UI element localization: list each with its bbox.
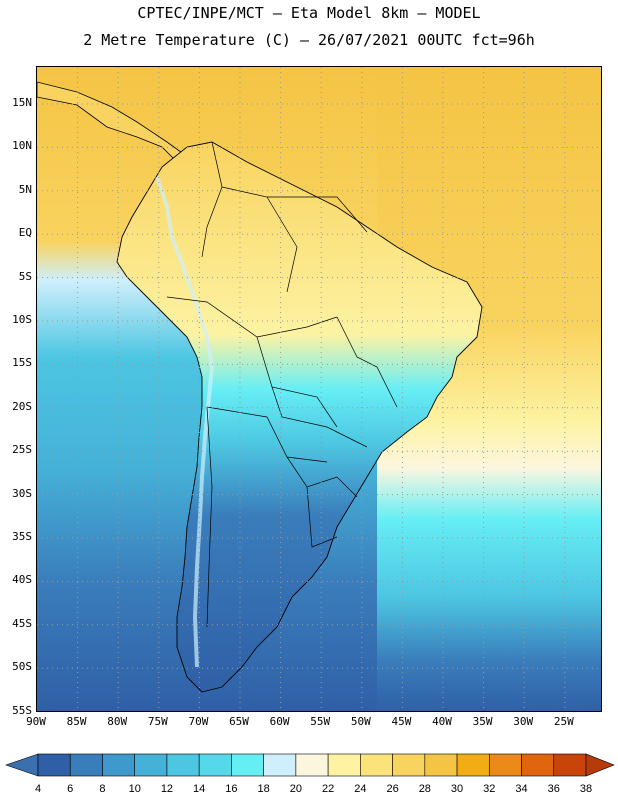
colorbar-swatch [456,753,490,777]
lon-tick-label: 90W [26,715,46,728]
lat-tick-label: 50S [12,660,32,674]
lat-tick-label: 35S [12,530,32,543]
colorbar-tick-label: 34 [515,783,528,795]
lon-tick-label: 30W [513,715,534,728]
colorbar-swatch [521,753,555,777]
colorbar-swatch [102,753,136,777]
colorbar-tick-label: 12 [160,783,174,795]
colorbar-swatch [134,753,168,777]
colorbar-swatch [488,753,522,777]
colorbar-tick-label: 16 [225,783,238,795]
south-america-continent [116,141,483,693]
colorbar-swatch [166,753,200,777]
colorbar-tick-label: 6 [67,783,74,795]
lon-tick-label: 80W [107,715,128,728]
colorbar-tick-label: 36 [547,783,560,795]
colorbar-tick-label: 18 [257,783,270,795]
colorbar-swatch [553,753,587,777]
lon-tick-label: 70W [188,715,209,728]
lat-tick-label: EQ [18,226,32,240]
lat-tick-label: 15N [12,96,32,109]
lat-tick-label: 5N [18,182,32,196]
lat-tick-label: 25S [12,443,32,457]
colorbar-swatch [295,753,329,777]
lat-tick-label: 20S [12,399,32,413]
lon-tick-label: 50W [350,715,371,728]
chart-subtitle: 2 Metre Temperature (C) – 26/07/2021 00U… [83,31,535,49]
andes-ridge [155,176,215,668]
lon-tick-label: 35W [472,715,493,728]
lon-tick-label: 65W [229,715,249,728]
colorbar-swatch [69,753,103,777]
colorbar-swatch [231,753,264,777]
colorbar-swatch [263,753,297,777]
colorbar-swatch [327,753,361,777]
colorbar-tick-label: 28 [418,783,431,795]
colorbar-swatch [37,753,71,777]
map-canvas [37,67,601,711]
colorbar-tick-label: 4 [34,783,42,795]
colorbar-tick-label: 22 [321,783,335,795]
colorbar-high-arrow [585,753,615,777]
lon-tick-label: 25W [553,715,574,728]
colorbar-tick-label: 38 [579,783,593,795]
temperature-map [36,66,602,712]
lat-tick-label: 10S [12,313,32,326]
lon-tick-label: 85W [66,715,87,728]
lat-tick-label: 15S [12,356,32,370]
colorbar-swatch [198,753,232,777]
colorbar-tick-label: 20 [289,783,302,795]
country-borders [166,141,398,628]
lon-tick-label: 75W [147,715,168,728]
colorbar-swatch [392,753,426,777]
lat-tick-label: 30S [12,486,32,500]
lon-tick-label: 55W [310,715,331,728]
colorbar-tick-label: 24 [354,783,367,795]
colorbar-swatch [424,753,458,777]
colorbar-tick-label: 8 [99,783,106,795]
colorbar-tick-label: 30 [450,783,464,795]
lon-tick-label: 60W [269,715,290,728]
lat-tick-label: 55S [12,703,32,717]
lon-tick-label: 40W [432,715,452,728]
colorbar-tick-label: 26 [386,783,399,795]
chart-title: CPTEC/INPE/MCT – Eta Model 8km – MODEL [137,4,481,22]
lat-tick-label: 40S [12,573,32,587]
colorbar-swatch [360,753,393,777]
lon-tick-label: 45W [391,715,412,728]
colorbar-tick-label: 14 [193,783,206,795]
lat-tick-label: 45S [12,616,32,630]
colorbar-tick-label: 10 [128,783,141,795]
lat-tick-label: 10N [12,139,32,153]
lat-tick-label: 5S [18,269,32,283]
colorbar-low-arrow [5,753,39,777]
colorbar-tick-label: 32 [483,783,496,795]
